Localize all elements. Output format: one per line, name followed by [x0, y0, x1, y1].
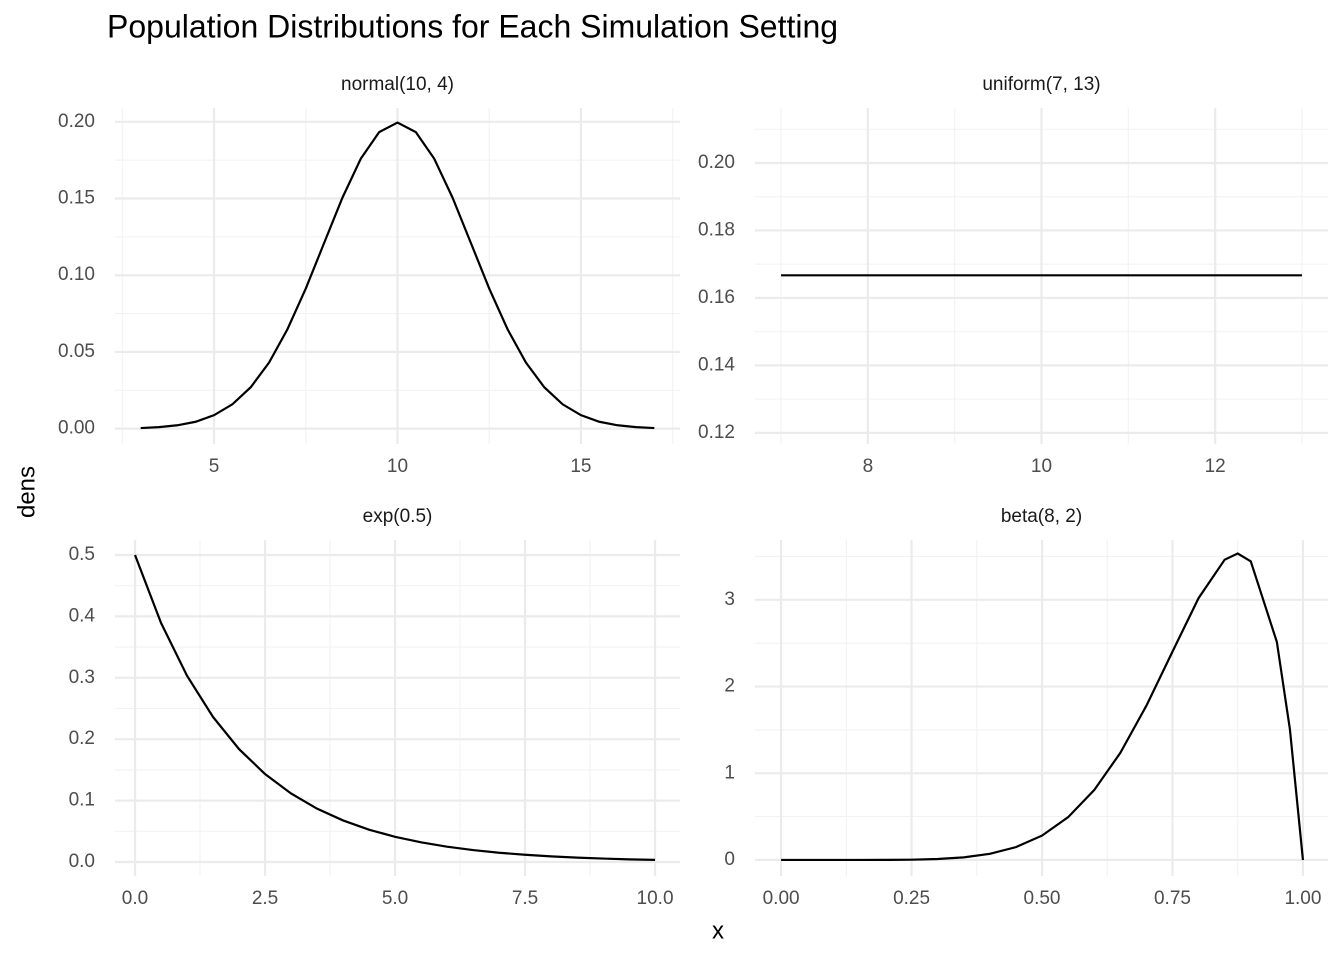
y-tick-label: 0.15 [58, 188, 95, 209]
x-tick-label: 15 [570, 456, 591, 477]
y-tick-label: 0.20 [698, 152, 735, 173]
x-tick-label: 7.5 [512, 888, 538, 909]
x-tick-label: 0.75 [1154, 888, 1191, 909]
y-tick-label: 0.2 [69, 728, 95, 749]
y-axis-title: dens [13, 466, 40, 518]
y-tick-label: 0.4 [69, 605, 96, 626]
y-tick-label: 0.00 [58, 418, 95, 439]
y-tick-label: 1 [724, 762, 735, 783]
x-tick-label: 1.00 [1284, 888, 1321, 909]
chart-title: Population Distributions for Each Simula… [107, 8, 838, 44]
x-tick-label: 5.0 [382, 888, 408, 909]
facet-title: beta(8, 2) [1001, 506, 1082, 527]
x-tick-label: 10.0 [637, 888, 674, 909]
y-tick-label: 0.16 [698, 287, 735, 308]
y-tick-label: 0.10 [58, 264, 95, 285]
y-tick-label: 0.3 [69, 667, 95, 688]
x-tick-label: 5 [209, 456, 220, 477]
x-tick-label: 12 [1205, 456, 1226, 477]
x-tick-label: 0.00 [763, 888, 800, 909]
line [140, 121, 655, 430]
y-tick-label: 0.05 [58, 341, 95, 362]
y-tick-label: 0.5 [69, 544, 95, 565]
facet-title: normal(10, 4) [341, 74, 454, 95]
x-tick-label: 2.5 [252, 888, 278, 909]
x-tick-label: 0.0 [122, 888, 148, 909]
y-tick-label: 0.18 [698, 219, 735, 240]
y-tick-label: 0 [724, 849, 735, 870]
y-tick-label: 2 [724, 676, 735, 697]
x-tick-label: 0.25 [893, 888, 930, 909]
y-tick-label: 3 [724, 589, 735, 610]
x-tick-label: 0.50 [1024, 888, 1061, 909]
x-tick-label: 8 [863, 456, 874, 477]
facet-title: uniform(7, 13) [982, 74, 1100, 95]
y-tick-label: 0.1 [69, 790, 95, 811]
y-tick-label: 0.20 [58, 111, 95, 132]
x-axis-title: x [712, 917, 724, 944]
x-tick-label: 10 [1031, 456, 1052, 477]
y-tick-label: 0.12 [698, 422, 735, 443]
line [133, 554, 656, 862]
facet-title: exp(0.5) [363, 506, 433, 527]
y-tick-label: 0.0 [69, 851, 95, 872]
line [781, 552, 1305, 862]
y-tick-label: 0.14 [698, 354, 735, 375]
x-tick-label: 10 [387, 456, 408, 477]
